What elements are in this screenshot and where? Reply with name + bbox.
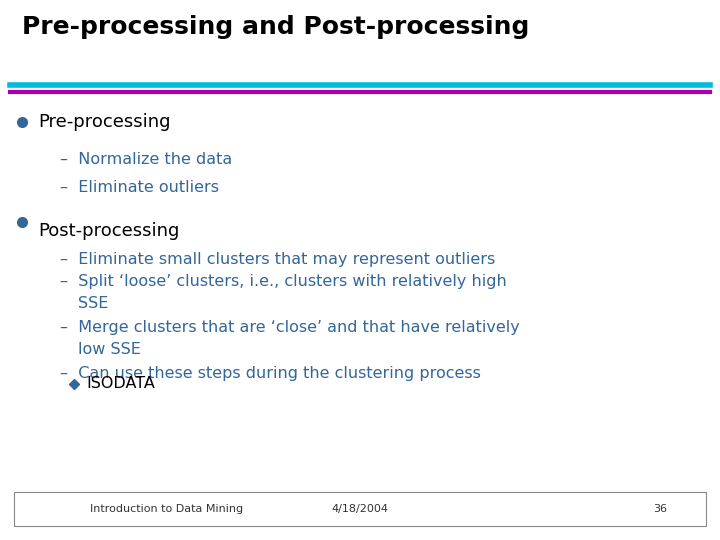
Text: Post-processing: Post-processing: [38, 222, 179, 240]
Text: –  Normalize the data: – Normalize the data: [60, 152, 233, 167]
Text: ISODATA: ISODATA: [86, 376, 155, 392]
Text: –  Eliminate outliers: – Eliminate outliers: [60, 180, 219, 195]
Text: low SSE: low SSE: [78, 342, 141, 357]
Text: –  Eliminate small clusters that may represent outliers: – Eliminate small clusters that may repr…: [60, 252, 495, 267]
FancyBboxPatch shape: [14, 492, 706, 526]
Text: –  Split ‘loose’ clusters, i.e., clusters with relatively high: – Split ‘loose’ clusters, i.e., clusters…: [60, 274, 507, 289]
Text: Pre-processing and Post-processing: Pre-processing and Post-processing: [22, 15, 529, 39]
Text: 36: 36: [653, 504, 667, 514]
Text: SSE: SSE: [78, 296, 109, 311]
Text: –  Merge clusters that are ‘close’ and that have relatively: – Merge clusters that are ‘close’ and th…: [60, 320, 520, 335]
Text: Introduction to Data Mining: Introduction to Data Mining: [90, 504, 243, 514]
Text: –  Can use these steps during the clustering process: – Can use these steps during the cluster…: [60, 366, 481, 381]
Text: Pre-processing: Pre-processing: [38, 113, 171, 131]
Text: 4/18/2004: 4/18/2004: [331, 504, 389, 514]
